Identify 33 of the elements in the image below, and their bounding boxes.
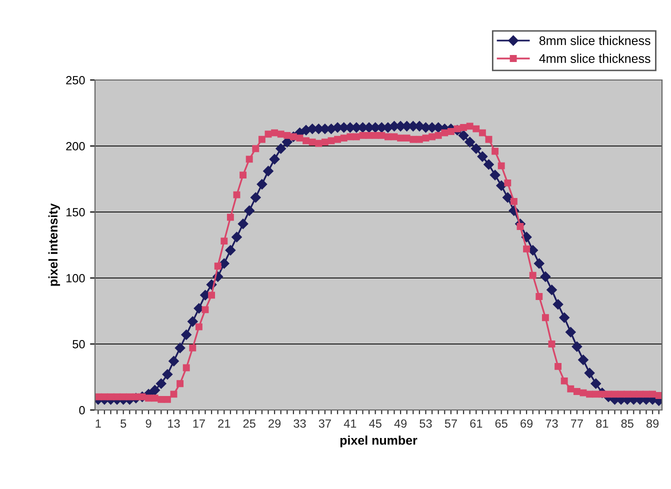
x-tick-label: 1 — [96, 419, 101, 428]
x-tick-label: 53 — [420, 419, 432, 428]
x-tick-label: 17 — [193, 419, 205, 428]
x-tick-label: 9 — [146, 419, 152, 428]
x-tick-label: 5 — [120, 419, 126, 428]
x-tick-label: 61 — [470, 419, 482, 428]
x-tick-label: 89 — [646, 419, 659, 428]
x-tick-label: 49 — [394, 419, 407, 428]
x-tick-label: 45 — [369, 419, 382, 428]
y-tick-label: 150 — [66, 208, 85, 216]
x-tick-label: 77 — [570, 419, 583, 428]
x-tick-label: 69 — [520, 419, 533, 428]
x-tick-label: 81 — [596, 419, 608, 428]
y-tick-label: 200 — [66, 142, 85, 150]
y-tick-label: 100 — [66, 274, 85, 282]
x-tick-label: 85 — [621, 419, 634, 428]
y-tick-label: 250 — [66, 76, 85, 84]
x-tick-label: 41 — [344, 419, 356, 428]
y-axis-title: pixel intensity — [48, 203, 60, 286]
x-tick-label: 37 — [318, 419, 331, 428]
y-tick-label: 0 — [79, 406, 85, 414]
x-tick-label: 29 — [268, 419, 281, 428]
x-tick-label: 57 — [444, 419, 457, 428]
x-tick-label: 73 — [546, 419, 558, 428]
y-tick-label: 50 — [72, 340, 85, 348]
legend-label: 4mm slice thickness — [539, 54, 650, 63]
legend-label: 8mm slice thickness — [539, 36, 650, 46]
x-tick-label: 13 — [168, 419, 180, 428]
x-tick-label: 33 — [294, 419, 306, 428]
x-tick-label: 65 — [495, 419, 508, 428]
x-axis-title: pixel number — [340, 436, 418, 448]
x-tick-label: 21 — [218, 419, 230, 428]
x-tick-label: 25 — [243, 419, 256, 428]
